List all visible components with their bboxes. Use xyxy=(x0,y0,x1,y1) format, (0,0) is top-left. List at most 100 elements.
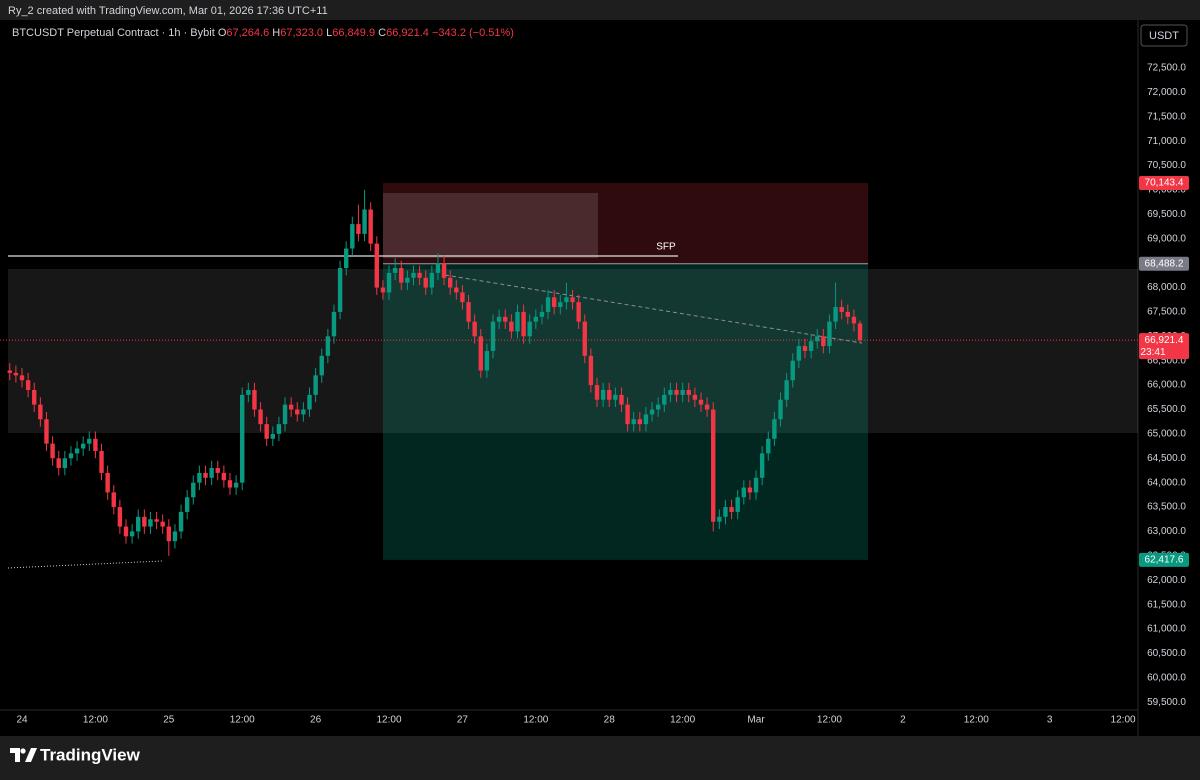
currency-button[interactable] xyxy=(1140,24,1188,47)
candle-body xyxy=(741,487,747,498)
candle-body xyxy=(613,394,618,400)
candle-body xyxy=(723,507,728,517)
candle-body xyxy=(527,321,532,337)
candle-body xyxy=(429,272,435,288)
candle-body xyxy=(417,272,422,278)
y-tick-label: 71,500.0 xyxy=(1147,111,1186,122)
candle-body xyxy=(38,404,43,420)
candle-body xyxy=(619,394,624,405)
ohlc-value: 67,323.0 xyxy=(280,27,324,39)
candle-body xyxy=(227,480,233,488)
candle-body xyxy=(215,468,220,473)
candle-body xyxy=(570,297,575,303)
candle-body xyxy=(295,409,300,415)
candle-body xyxy=(588,355,594,386)
candle-body xyxy=(686,389,691,395)
currency[interactable]: USDT xyxy=(1149,30,1179,42)
candle-body xyxy=(380,287,386,293)
y-tick-label: 72,500.0 xyxy=(1147,63,1186,74)
x-tick-label: Mar xyxy=(747,715,765,726)
candle-body xyxy=(827,321,832,347)
y-tick-label: 62,000.0 xyxy=(1147,575,1186,586)
y-tick-label: 64,000.0 xyxy=(1147,477,1186,488)
candle-body xyxy=(252,389,257,410)
trend-line xyxy=(444,274,863,344)
y-tick-label: 69,000.0 xyxy=(1147,233,1186,244)
y-tick-label: 70,000.0 xyxy=(1147,185,1186,196)
y-tick-label: 68,000.0 xyxy=(1147,282,1186,293)
candle-body xyxy=(821,336,826,347)
candle-body xyxy=(240,394,245,483)
y-tick-label: 69,500.0 xyxy=(1147,209,1186,220)
candle-body xyxy=(337,268,343,312)
candle-body xyxy=(600,389,606,400)
candle-body xyxy=(808,341,814,351)
candle-body xyxy=(759,453,765,478)
x-tick-label: 12:00 xyxy=(377,715,402,726)
candle-body xyxy=(111,492,116,508)
candle-body xyxy=(607,389,612,400)
candle-body xyxy=(796,346,802,361)
candle-body xyxy=(558,302,563,308)
candle-body xyxy=(454,287,459,293)
candle-body xyxy=(246,389,251,395)
y-tick-label: 66,000.0 xyxy=(1147,380,1186,391)
candle-body xyxy=(123,526,129,537)
bottom-bar xyxy=(0,736,1200,780)
candle-body xyxy=(503,316,508,322)
candle-body xyxy=(350,224,355,249)
y-tick-label: 72,000.0 xyxy=(1147,87,1186,98)
candle-body xyxy=(288,404,294,410)
sfp-label: SFP xyxy=(656,242,676,253)
candle-body xyxy=(405,277,410,283)
x-tick-label: 3 xyxy=(1047,715,1053,726)
price-label: 70,143.4 xyxy=(1145,178,1184,189)
candle-body xyxy=(221,472,227,481)
candle-body xyxy=(423,277,428,288)
candle-body xyxy=(509,321,514,332)
candle-body xyxy=(258,409,263,425)
candle-body xyxy=(833,307,838,322)
candle-body xyxy=(166,526,172,542)
candle-body xyxy=(753,477,759,493)
ohlc-value: 67,264.6 xyxy=(226,27,270,39)
candle-body xyxy=(282,404,288,425)
candle-body xyxy=(411,272,416,278)
price-label-box xyxy=(1139,333,1189,360)
x-tick-label: 12:00 xyxy=(1111,715,1136,726)
candle-body xyxy=(478,336,483,371)
overlays: 24 12:00 25 12:00 26 12:00 27 12:00 28 12:00 Mar 12… xyxy=(0,63,1189,726)
candle-body xyxy=(87,438,92,444)
candle-body xyxy=(184,497,190,512)
candle-body xyxy=(50,443,55,459)
candle-body xyxy=(729,507,734,512)
logo-text: TradingView xyxy=(40,745,141,764)
candle-body xyxy=(307,394,312,410)
candle-body xyxy=(178,511,184,532)
ohlc-key: C xyxy=(378,27,387,39)
candle-body xyxy=(129,531,135,537)
candle-body xyxy=(790,360,795,381)
candle-body xyxy=(747,487,753,493)
candle-body xyxy=(551,297,557,308)
x-tick-label: 27 xyxy=(457,715,469,726)
candle-body xyxy=(778,399,783,420)
candle-body xyxy=(576,302,581,322)
candle-body xyxy=(191,482,196,498)
candle-body xyxy=(105,472,110,493)
candle-body xyxy=(80,443,86,449)
ohlc-key: L xyxy=(326,27,333,39)
x-tick-label: 2 xyxy=(900,715,906,726)
candle-body xyxy=(148,519,153,527)
candle-body xyxy=(533,316,539,322)
candle-body xyxy=(698,399,704,405)
y-tick-label: 61,000.0 xyxy=(1147,624,1186,635)
change: −343.2 (−0.51%) xyxy=(431,27,514,39)
candle-body xyxy=(270,433,276,439)
symbol-line: BTCUSDT Perpetual Contract · 1h · Bybit … xyxy=(12,27,514,39)
candle-body xyxy=(594,385,600,400)
y-tick-label: 60,000.0 xyxy=(1147,672,1186,683)
price-label-box xyxy=(1139,175,1189,190)
x-tick-label: 24 xyxy=(16,715,28,726)
candle-body xyxy=(815,336,820,342)
